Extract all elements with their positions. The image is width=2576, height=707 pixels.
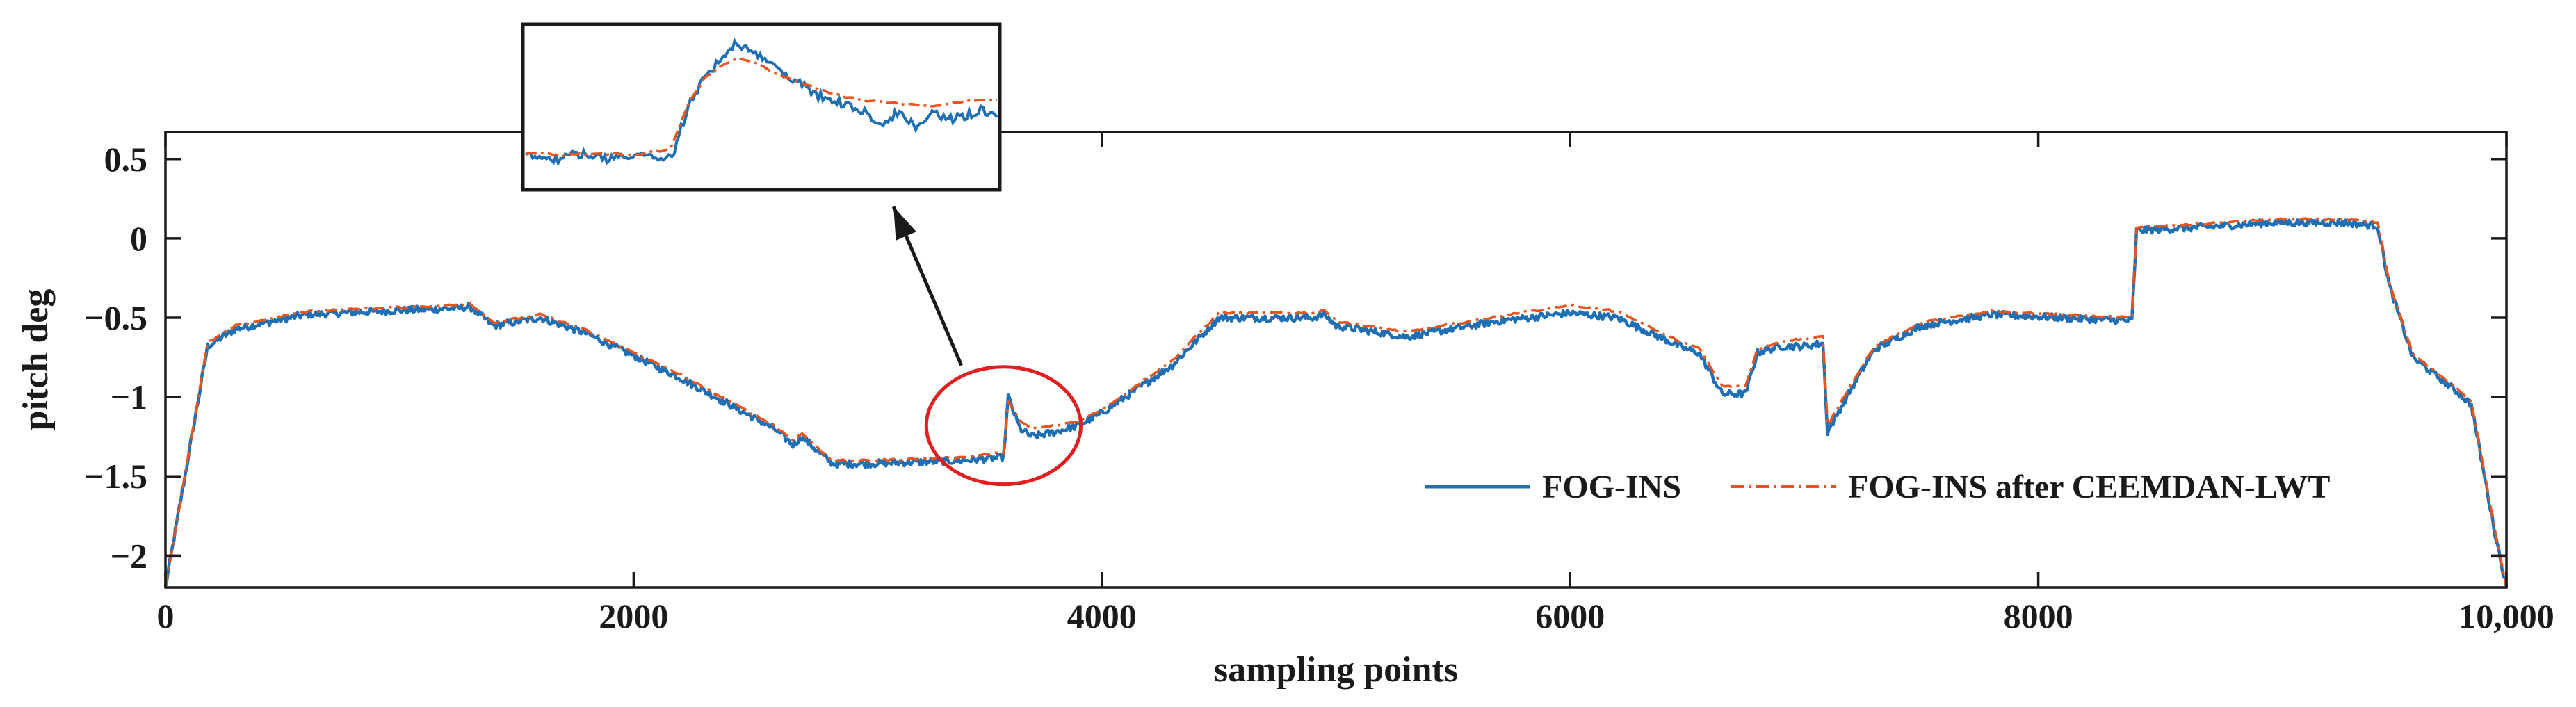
x-tick-label: 4000 — [1067, 596, 1137, 635]
x-tick-label: 2000 — [599, 596, 668, 635]
legend-label-filtered: FOG-INS after CEEMDAN-LWT — [1848, 469, 2330, 505]
series-line-1 — [164, 217, 2508, 588]
zoom-region-ellipse — [924, 365, 1083, 487]
zoom-arrow-head — [893, 206, 916, 241]
zoom-inset-frame — [521, 22, 1002, 192]
x-tick-label: 10,000 — [2458, 596, 2554, 635]
y-tick-label: 0 — [130, 219, 147, 258]
annotation-layer — [891, 206, 1083, 487]
x-tick-label: 0 — [157, 596, 175, 635]
legend: FOG-INS FOG-INS after CEEMDAN-LWT — [1425, 469, 2330, 505]
y-axis-title: pitch deg — [16, 289, 56, 431]
legend-label-fog-ins: FOG-INS — [1542, 469, 1681, 505]
axes-layer: 0 2000 4000 6000 8000 10,000 0.5 0 −0.5 −1 −1.5 −2 s… — [16, 131, 2554, 690]
y-tick-label: 0.5 — [104, 140, 148, 179]
inset-series-raw — [525, 37, 998, 168]
y-tick-label: −1.5 — [84, 457, 147, 496]
y-tick-label: −0.5 — [84, 298, 147, 337]
series-line-0 — [163, 217, 2509, 588]
zoom-inset — [521, 22, 1002, 192]
x-tick-label: 6000 — [1535, 596, 1605, 635]
series-layer — [163, 217, 2509, 588]
y-tick-label: −2 — [111, 536, 148, 575]
inset-series-filtered — [525, 57, 998, 157]
x-axis-title: sampling points — [1214, 650, 1458, 690]
plot-frame — [164, 131, 2508, 589]
y-tick-label: −1 — [111, 377, 148, 416]
x-tick-label: 8000 — [2004, 596, 2073, 635]
